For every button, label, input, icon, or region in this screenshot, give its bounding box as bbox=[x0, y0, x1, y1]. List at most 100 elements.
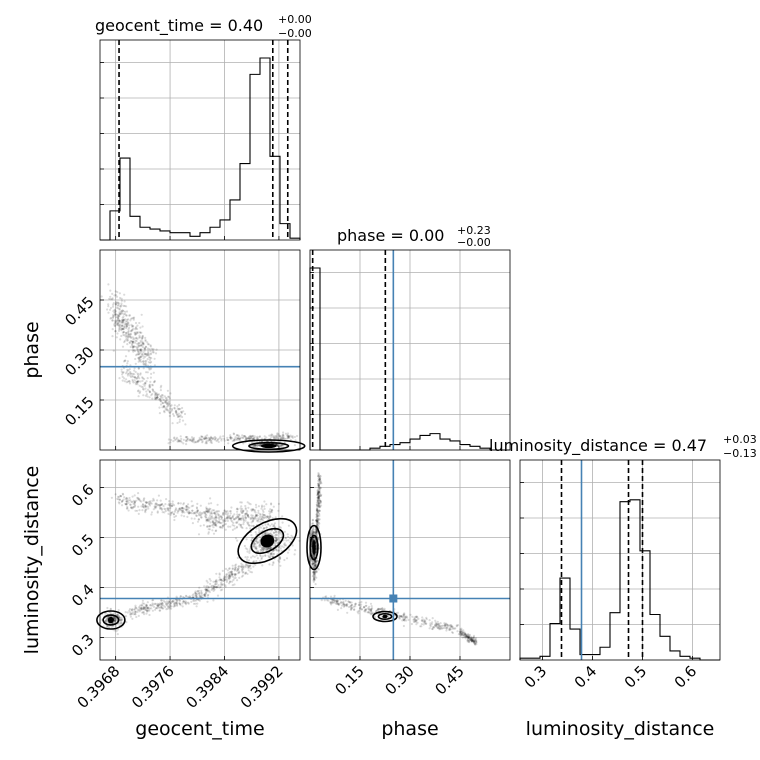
scatter-phase-luminosity-distance-point bbox=[349, 605, 352, 608]
scatter-geocent-time-phase-point bbox=[130, 329, 133, 332]
scatter-geocent-time-phase-point bbox=[281, 444, 284, 447]
scatter-geocent-time-luminosity-distance-point bbox=[231, 514, 235, 517]
scatter-geocent-time-luminosity-distance-point bbox=[230, 517, 233, 520]
scatter-geocent-time-luminosity-distance-point bbox=[234, 564, 237, 567]
scatter-geocent-time-phase-point bbox=[233, 437, 236, 441]
scatter-phase-luminosity-distance-point bbox=[438, 628, 441, 631]
scatter-geocent-time-phase-point bbox=[176, 407, 179, 410]
scatter-geocent-time-phase-point bbox=[251, 434, 255, 437]
scatter-geocent-time-phase-point bbox=[141, 340, 144, 343]
scatter-phase-luminosity-distance-point bbox=[402, 615, 405, 618]
scatter-phase-luminosity-distance-point bbox=[313, 564, 317, 568]
scatter-geocent-time-luminosity-distance-point bbox=[200, 589, 203, 593]
scatter-geocent-time-luminosity-distance-point bbox=[270, 510, 273, 514]
scatter-geocent-time-luminosity-distance-point bbox=[212, 585, 215, 589]
scatter-geocent-time-luminosity-distance-point bbox=[261, 548, 264, 552]
scatter-phase-luminosity-distance-point bbox=[364, 601, 368, 604]
scatter-geocent-time-phase-point bbox=[117, 313, 120, 316]
scatter-geocent-time-phase-point bbox=[133, 369, 136, 372]
scatter-geocent-time-luminosity-distance-point bbox=[234, 518, 237, 521]
scatter-geocent-time-phase-point bbox=[117, 321, 120, 324]
scatter-geocent-time-luminosity-distance-point bbox=[205, 579, 208, 583]
scatter-geocent-time-phase-point bbox=[123, 323, 126, 326]
scatter-phase-luminosity-distance-point bbox=[369, 613, 372, 616]
scatter-geocent-time-luminosity-distance-point bbox=[254, 503, 258, 506]
scatter-geocent-time-phase-point bbox=[174, 410, 177, 413]
scatter-phase-luminosity-distance-point bbox=[318, 500, 321, 503]
scatter-geocent-time-luminosity-distance-point bbox=[194, 512, 197, 515]
scatter-geocent-time-phase-point bbox=[126, 343, 129, 346]
scatter-geocent-time-luminosity-distance-point bbox=[274, 539, 277, 542]
scatter-phase-luminosity-distance-point bbox=[313, 554, 316, 557]
scatter-geocent-time-phase-point bbox=[132, 338, 135, 341]
scatter-geocent-time-phase-point bbox=[192, 439, 195, 442]
scatter-geocent-time-luminosity-distance-point bbox=[261, 513, 264, 516]
scatter-geocent-time-phase-point bbox=[138, 391, 141, 395]
scatter-geocent-time-luminosity-distance-point bbox=[261, 517, 264, 520]
scatter-geocent-time-phase-point bbox=[133, 337, 136, 340]
scatter-geocent-time-luminosity-distance-point bbox=[267, 523, 270, 526]
scatter-phase-luminosity-distance-point bbox=[366, 607, 370, 610]
scatter-phase-luminosity-distance-point bbox=[317, 482, 320, 485]
scatter-geocent-time-luminosity-distance-point bbox=[113, 618, 117, 621]
scatter-geocent-time-luminosity-distance-point bbox=[280, 545, 284, 548]
scatter-phase-luminosity-distance-point bbox=[312, 531, 316, 534]
scatter-geocent-time-luminosity-distance-point bbox=[171, 510, 174, 514]
scatter-geocent-time-luminosity-distance-point bbox=[261, 524, 264, 527]
scatter-geocent-time-phase-point bbox=[154, 392, 157, 395]
scatter-geocent-time-luminosity-distance-point bbox=[118, 498, 122, 501]
scatter-geocent-time-luminosity-distance-point bbox=[232, 517, 235, 521]
scatter-geocent-time-phase-point bbox=[283, 437, 286, 440]
scatter-geocent-time-luminosity-distance-point bbox=[247, 516, 250, 519]
scatter-geocent-time-luminosity-distance-point bbox=[126, 507, 129, 510]
scatter-geocent-time-phase-point bbox=[106, 308, 109, 311]
scatter-phase-luminosity-distance-point bbox=[316, 496, 319, 499]
scatter-phase-luminosity-distance-point bbox=[317, 510, 320, 513]
scatter-geocent-time-luminosity-distance-point bbox=[277, 509, 280, 512]
scatter-geocent-time-phase-point bbox=[134, 327, 137, 330]
scatter-geocent-time-phase-point bbox=[155, 348, 158, 351]
scatter-geocent-time-phase-point bbox=[251, 444, 254, 447]
scatter-geocent-time-luminosity-distance-point bbox=[185, 505, 188, 508]
ytick-label-phase-0: 0.15 bbox=[61, 393, 97, 429]
scatter-geocent-time-luminosity-distance-point bbox=[213, 588, 216, 591]
scatter-phase-luminosity-distance-point bbox=[358, 607, 362, 610]
scatter-phase-luminosity-distance-point bbox=[317, 496, 320, 499]
scatter-geocent-time-phase-point bbox=[277, 435, 280, 438]
scatter-phase-luminosity-distance-point bbox=[317, 510, 320, 514]
scatter-phase-luminosity-distance-point bbox=[365, 608, 368, 611]
scatter-geocent-time-phase-point bbox=[121, 324, 124, 327]
scatter-geocent-time-luminosity-distance-point bbox=[199, 504, 202, 507]
scatter-geocent-time-luminosity-distance-point bbox=[221, 524, 225, 527]
scatter-phase-luminosity-distance-point bbox=[333, 601, 336, 604]
scatter-geocent-time-phase-point bbox=[142, 362, 145, 365]
scatter-phase-luminosity-distance-point bbox=[450, 625, 453, 629]
scatter-geocent-time-phase-point bbox=[156, 396, 159, 399]
scatter-geocent-time-luminosity-distance-point bbox=[105, 618, 108, 622]
scatter-phase-luminosity-distance-point bbox=[312, 530, 315, 534]
scatter-geocent-time-phase-point bbox=[130, 336, 133, 340]
scatter-phase-luminosity-distance-point bbox=[311, 562, 314, 565]
scatter-geocent-time-luminosity-distance-point bbox=[210, 512, 213, 515]
scatter-phase-luminosity-distance-point bbox=[317, 568, 320, 571]
scatter-geocent-time-luminosity-distance-point bbox=[207, 502, 210, 505]
scatter-geocent-time-luminosity-distance-point bbox=[264, 547, 267, 550]
scatter-phase-luminosity-distance-point bbox=[315, 529, 318, 532]
scatter-geocent-time-luminosity-distance-point bbox=[206, 525, 209, 529]
scatter-geocent-time-luminosity-distance-point bbox=[191, 509, 194, 512]
scatter-geocent-time-luminosity-distance-point bbox=[169, 506, 172, 510]
scatter-geocent-time-luminosity-distance-point bbox=[241, 517, 244, 520]
scatter-geocent-time-phase-point bbox=[161, 402, 164, 405]
scatter-geocent-time-luminosity-distance-point bbox=[195, 595, 198, 598]
scatter-geocent-time-luminosity-distance-point bbox=[181, 511, 184, 514]
scatter-phase-luminosity-distance-point bbox=[404, 615, 407, 618]
scatter-geocent-time-phase-point bbox=[140, 360, 143, 363]
scatter-geocent-time-phase-point bbox=[291, 436, 294, 439]
scatter-geocent-time-phase-point bbox=[139, 339, 142, 342]
scatter-phase-luminosity-distance-point bbox=[315, 513, 318, 516]
scatter-phase-luminosity-distance-point bbox=[414, 619, 417, 622]
scatter-phase-luminosity-distance-point bbox=[413, 620, 416, 623]
scatter-geocent-time-phase-point bbox=[158, 406, 161, 409]
scatter-geocent-time-luminosity-distance-point bbox=[141, 602, 144, 605]
scatter-geocent-time-luminosity-distance-point bbox=[225, 510, 228, 513]
